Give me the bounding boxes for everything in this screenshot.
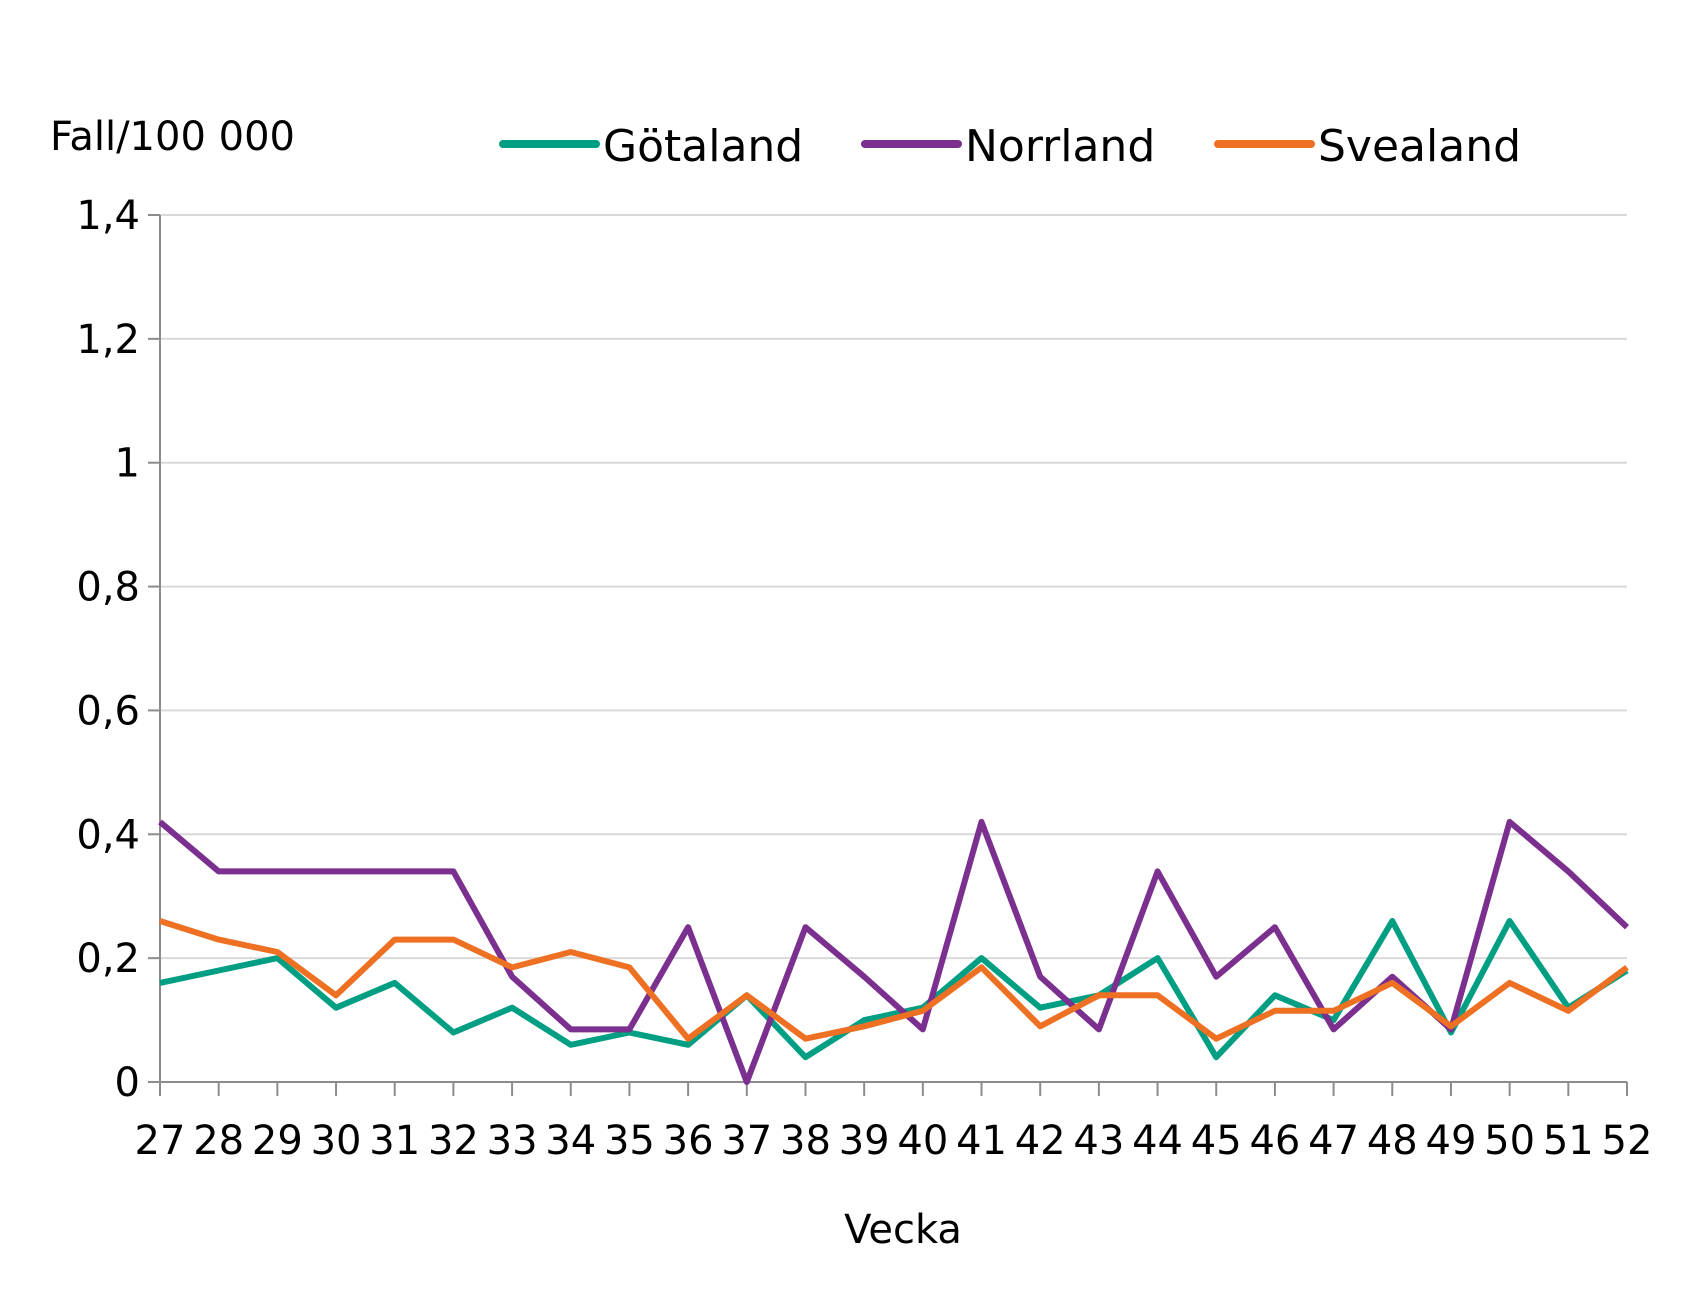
x-tick-label: 28 xyxy=(193,1118,244,1164)
legend-label-g-taland: Götaland xyxy=(603,121,803,172)
series-line-g-taland xyxy=(159,918,1629,1061)
legend: Götaland Norrland Svealand xyxy=(499,121,1521,172)
x-tick-label: 44 xyxy=(1132,1118,1183,1164)
x-tick-label: 33 xyxy=(487,1118,538,1164)
y-tick-label: 0,6 xyxy=(76,688,140,734)
x-tick-label: 45 xyxy=(1191,1118,1242,1164)
x-tick-label: 42 xyxy=(1015,1118,1066,1164)
x-tick-label: 48 xyxy=(1367,1118,1418,1164)
x-tick-label: 43 xyxy=(1073,1118,1124,1164)
y-tick-label: 0 xyxy=(115,1060,140,1106)
legend-label-svealand: Svealand xyxy=(1318,121,1521,172)
x-tick-label: 36 xyxy=(663,1118,714,1164)
axes: 0 0,2 0,4 0,6 0,8 1 1,2 1,4 27 28 29 30 31 32 33 34 35 36… xyxy=(76,193,1652,1164)
y-tick-label: 0,4 xyxy=(76,812,140,858)
x-tick-label: 35 xyxy=(604,1118,655,1164)
x-tick-label: 30 xyxy=(311,1118,362,1164)
gridlines xyxy=(160,214,1627,960)
series-line-svealand xyxy=(159,918,1629,1042)
x-tick-label: 27 xyxy=(135,1118,186,1164)
x-tick-label: 29 xyxy=(252,1118,303,1164)
x-tick-label: 38 xyxy=(780,1118,831,1164)
y-tick-label: 1,4 xyxy=(76,193,140,239)
x-tick-label: 34 xyxy=(545,1118,596,1164)
legend-label-norrland: Norrland xyxy=(965,121,1155,172)
x-tick-label: 40 xyxy=(897,1118,948,1164)
x-tick-label: 39 xyxy=(839,1118,890,1164)
x-axis-title: Vecka xyxy=(844,1207,962,1253)
y-tick-label: 1,2 xyxy=(76,317,140,363)
x-tick-label: 41 xyxy=(956,1118,1007,1164)
x-tick-label: 51 xyxy=(1543,1118,1594,1164)
x-tick-label: 37 xyxy=(721,1118,772,1164)
series-lines xyxy=(158,818,1630,1085)
x-tick-label: 49 xyxy=(1426,1118,1477,1164)
x-tick-label: 47 xyxy=(1308,1118,1359,1164)
y-axis-title: Fall/100 000 xyxy=(50,114,295,160)
x-tick-label: 31 xyxy=(369,1118,420,1164)
x-tick-label: 52 xyxy=(1602,1118,1653,1164)
y-tick-label: 1 xyxy=(115,441,140,487)
y-tick-label: 0,2 xyxy=(76,936,140,982)
y-tick-label: 0,8 xyxy=(76,565,140,611)
x-tick-label: 50 xyxy=(1484,1118,1535,1164)
x-tick-label: 32 xyxy=(428,1118,479,1164)
x-tick-label: 46 xyxy=(1249,1118,1300,1164)
